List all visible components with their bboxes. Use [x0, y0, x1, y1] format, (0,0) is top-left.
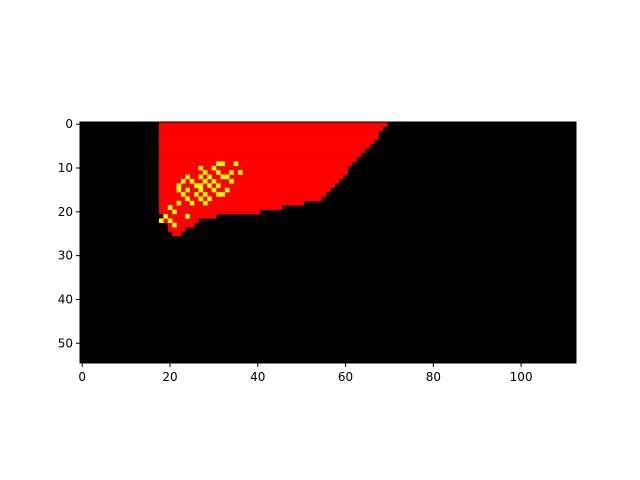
red-region-row [159, 209, 261, 215]
yellow-cell [172, 209, 177, 215]
red-region-row [159, 165, 349, 171]
yellow-cell [180, 192, 186, 197]
red-region-row [159, 130, 379, 136]
red-region-row [159, 187, 331, 193]
red-region-row [159, 122, 388, 127]
yellow-cell [194, 183, 199, 188]
y-tick-label: 30 [58, 249, 73, 263]
yellow-cell [216, 161, 221, 167]
x-axis: 0 20 40 60 80 100 [78, 363, 533, 384]
yellow-cell [176, 183, 182, 188]
red-region-row [159, 139, 375, 145]
red-region-row [159, 200, 305, 206]
y-tick-label: 0 [65, 117, 73, 131]
yellow-cell [207, 196, 212, 202]
red-region-row [159, 148, 366, 153]
yellow-cell [211, 165, 217, 171]
yellow-cell [167, 218, 173, 223]
yellow-cell [194, 192, 199, 197]
y-tick-label: 10 [58, 161, 73, 175]
yellow-cell [202, 200, 208, 206]
red-region-row [159, 174, 344, 180]
yellow-cell [176, 187, 182, 193]
x-tick-label: 100 [510, 370, 533, 384]
yellow-cell [216, 192, 221, 197]
red-region-row [159, 143, 370, 149]
x-tick-label: 20 [162, 370, 177, 384]
red-region-row [172, 231, 182, 237]
y-axis: 0 10 20 30 40 50 [58, 117, 80, 350]
yellow-cell [167, 205, 173, 210]
yellow-cell [198, 174, 204, 180]
red-region-row [167, 227, 186, 232]
yellow-cell [238, 170, 243, 175]
yellow-cell [163, 214, 168, 219]
yellow-cell [180, 178, 186, 184]
yellow-cell [198, 183, 204, 188]
y-tick-label: 20 [58, 205, 73, 219]
red-region-row [159, 135, 379, 140]
red-region-row [159, 152, 362, 158]
yellow-cell [220, 192, 226, 197]
red-region-row [159, 170, 349, 175]
yellow-cell [211, 178, 217, 184]
yellow-cell [185, 187, 190, 193]
yellow-cell [202, 178, 208, 184]
yellow-cell [198, 165, 204, 171]
x-tick-label: 80 [426, 370, 441, 384]
x-tick-label: 60 [338, 370, 353, 384]
heatmap-cells [159, 122, 388, 237]
yellow-cell [198, 187, 204, 193]
red-region-row [159, 196, 322, 202]
red-region-row [159, 178, 340, 184]
yellow-cell [198, 196, 204, 202]
red-region-row [159, 157, 357, 162]
yellow-cell [172, 222, 177, 228]
yellow-cell [220, 174, 226, 180]
yellow-cell [202, 192, 208, 197]
y-tick-label: 50 [58, 336, 73, 350]
red-region-row [159, 161, 353, 167]
red-region-row [159, 126, 384, 132]
plot-frame [79, 121, 577, 364]
red-region-row [163, 218, 199, 224]
yellow-cell [189, 178, 195, 184]
yellow-cell [185, 214, 190, 219]
yellow-cell [202, 170, 208, 175]
yellow-cell [224, 174, 230, 180]
y-tick-label: 40 [58, 292, 73, 306]
red-region-row [159, 183, 335, 189]
red-region-row [167, 222, 195, 228]
yellow-cell [185, 174, 190, 180]
yellow-cell [224, 187, 230, 193]
yellow-cell [229, 170, 234, 175]
yellow-cell [159, 218, 164, 223]
plot-area [79, 121, 577, 364]
red-region-row [159, 192, 327, 197]
x-tick-label: 40 [250, 370, 265, 384]
x-tick-label: 0 [78, 370, 86, 384]
yellow-cell [185, 196, 190, 202]
red-region-row [159, 205, 283, 210]
yellow-cell [216, 170, 221, 175]
yellow-cell [229, 178, 234, 184]
yellow-cell [216, 183, 221, 188]
yellow-cell [211, 187, 217, 193]
yellow-cell [207, 174, 212, 180]
yellow-cell [233, 161, 239, 167]
yellow-cell [220, 161, 226, 167]
yellow-cell [189, 200, 195, 206]
yellow-cell [176, 200, 182, 206]
yellow-cell [207, 183, 212, 188]
